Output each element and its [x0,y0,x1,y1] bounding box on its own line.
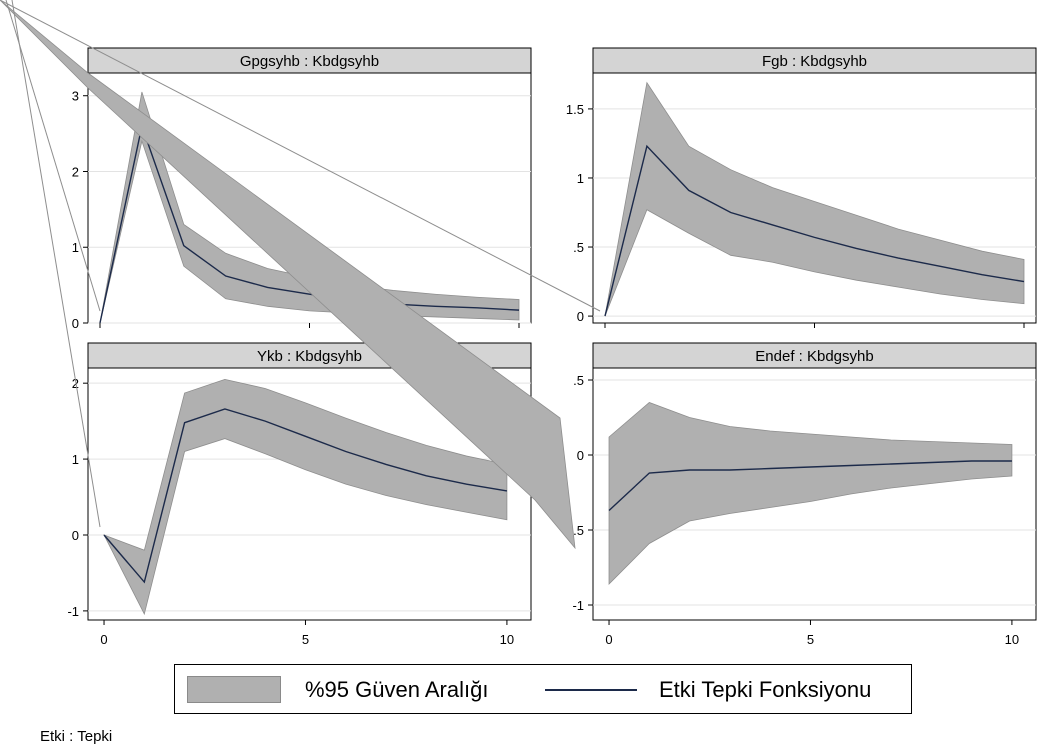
x-tick-label: 10 [1005,632,1019,647]
panel-title-bar [592,342,1037,369]
overlay-line [5,0,101,312]
y-tick-label: 2 [72,164,79,179]
y-tick-label: 0 [72,316,79,331]
panel-2: Fgb : Kbdgsyhb 0 .5 1 1.5 [566,47,1037,328]
panel-title: Endef : Kbdgsyhb [755,348,873,365]
y-tick-label: -1 [67,604,79,619]
x-tick-label: 10 [500,632,514,647]
x-tick-label: 5 [302,632,309,647]
panel-title: Gpgsyhb : Kbdgsyhb [240,53,379,70]
y-tick-label: 3 [72,89,79,104]
overlay-line [0,0,601,312]
panel-title: Fgb : Kbdgsyhb [762,53,867,70]
overlay-band [0,0,576,550]
chart-note: Etki : Tepki [40,728,113,745]
irf-chart: Gpgsyhb : Kbdgsyhb 0 1 2 3 Fgb : Kbdgsyhb 0 .5 1… [0,0,1037,647]
x-tick-label: 0 [605,632,612,647]
confidence-band [103,378,508,616]
x-tick-label: 0 [100,632,107,647]
irf-line [608,460,1012,512]
irf-line [99,123,520,324]
y-tick-label: 1 [72,452,79,467]
y-tick-label: 1 [72,240,79,255]
confidence-band [608,402,1013,585]
y-tick-label: 1.5 [566,102,584,117]
panel-title: Ykb : Kbdgsyhb [257,348,362,365]
overlay-line [11,0,101,528]
y-tick-label: -1 [572,598,584,613]
panel-title-bar [87,47,532,74]
irf-line [604,144,1025,317]
y-tick-label: 2 [72,376,79,391]
y-tick-label: .5 [573,373,584,388]
legend-band-swatch [187,676,281,703]
decorative-overlay [0,0,601,550]
x-tick-label: 5 [807,632,814,647]
legend: %95 Güven Aralığı Etki Tepki Fonksiyonu [174,664,912,714]
irf-line [103,408,508,584]
y-tick-label: 0 [577,309,584,324]
panel-1: Gpgsyhb : Kbdgsyhb 0 1 2 3 [72,47,532,331]
y-tick-label: 1 [577,171,584,186]
y-tick-label: 0 [577,448,584,463]
y-tick-label: .5 [573,240,584,255]
legend-line-swatch [545,689,637,691]
legend-line-label: Etki Tepki Fonksiyonu [659,677,872,702]
panel-4: Endef : Kbdgsyhb-1-.50.50 5 10 [569,342,1037,647]
y-tick-label: 0 [72,528,79,543]
legend-band-label: %95 Güven Aralığı [305,677,489,702]
